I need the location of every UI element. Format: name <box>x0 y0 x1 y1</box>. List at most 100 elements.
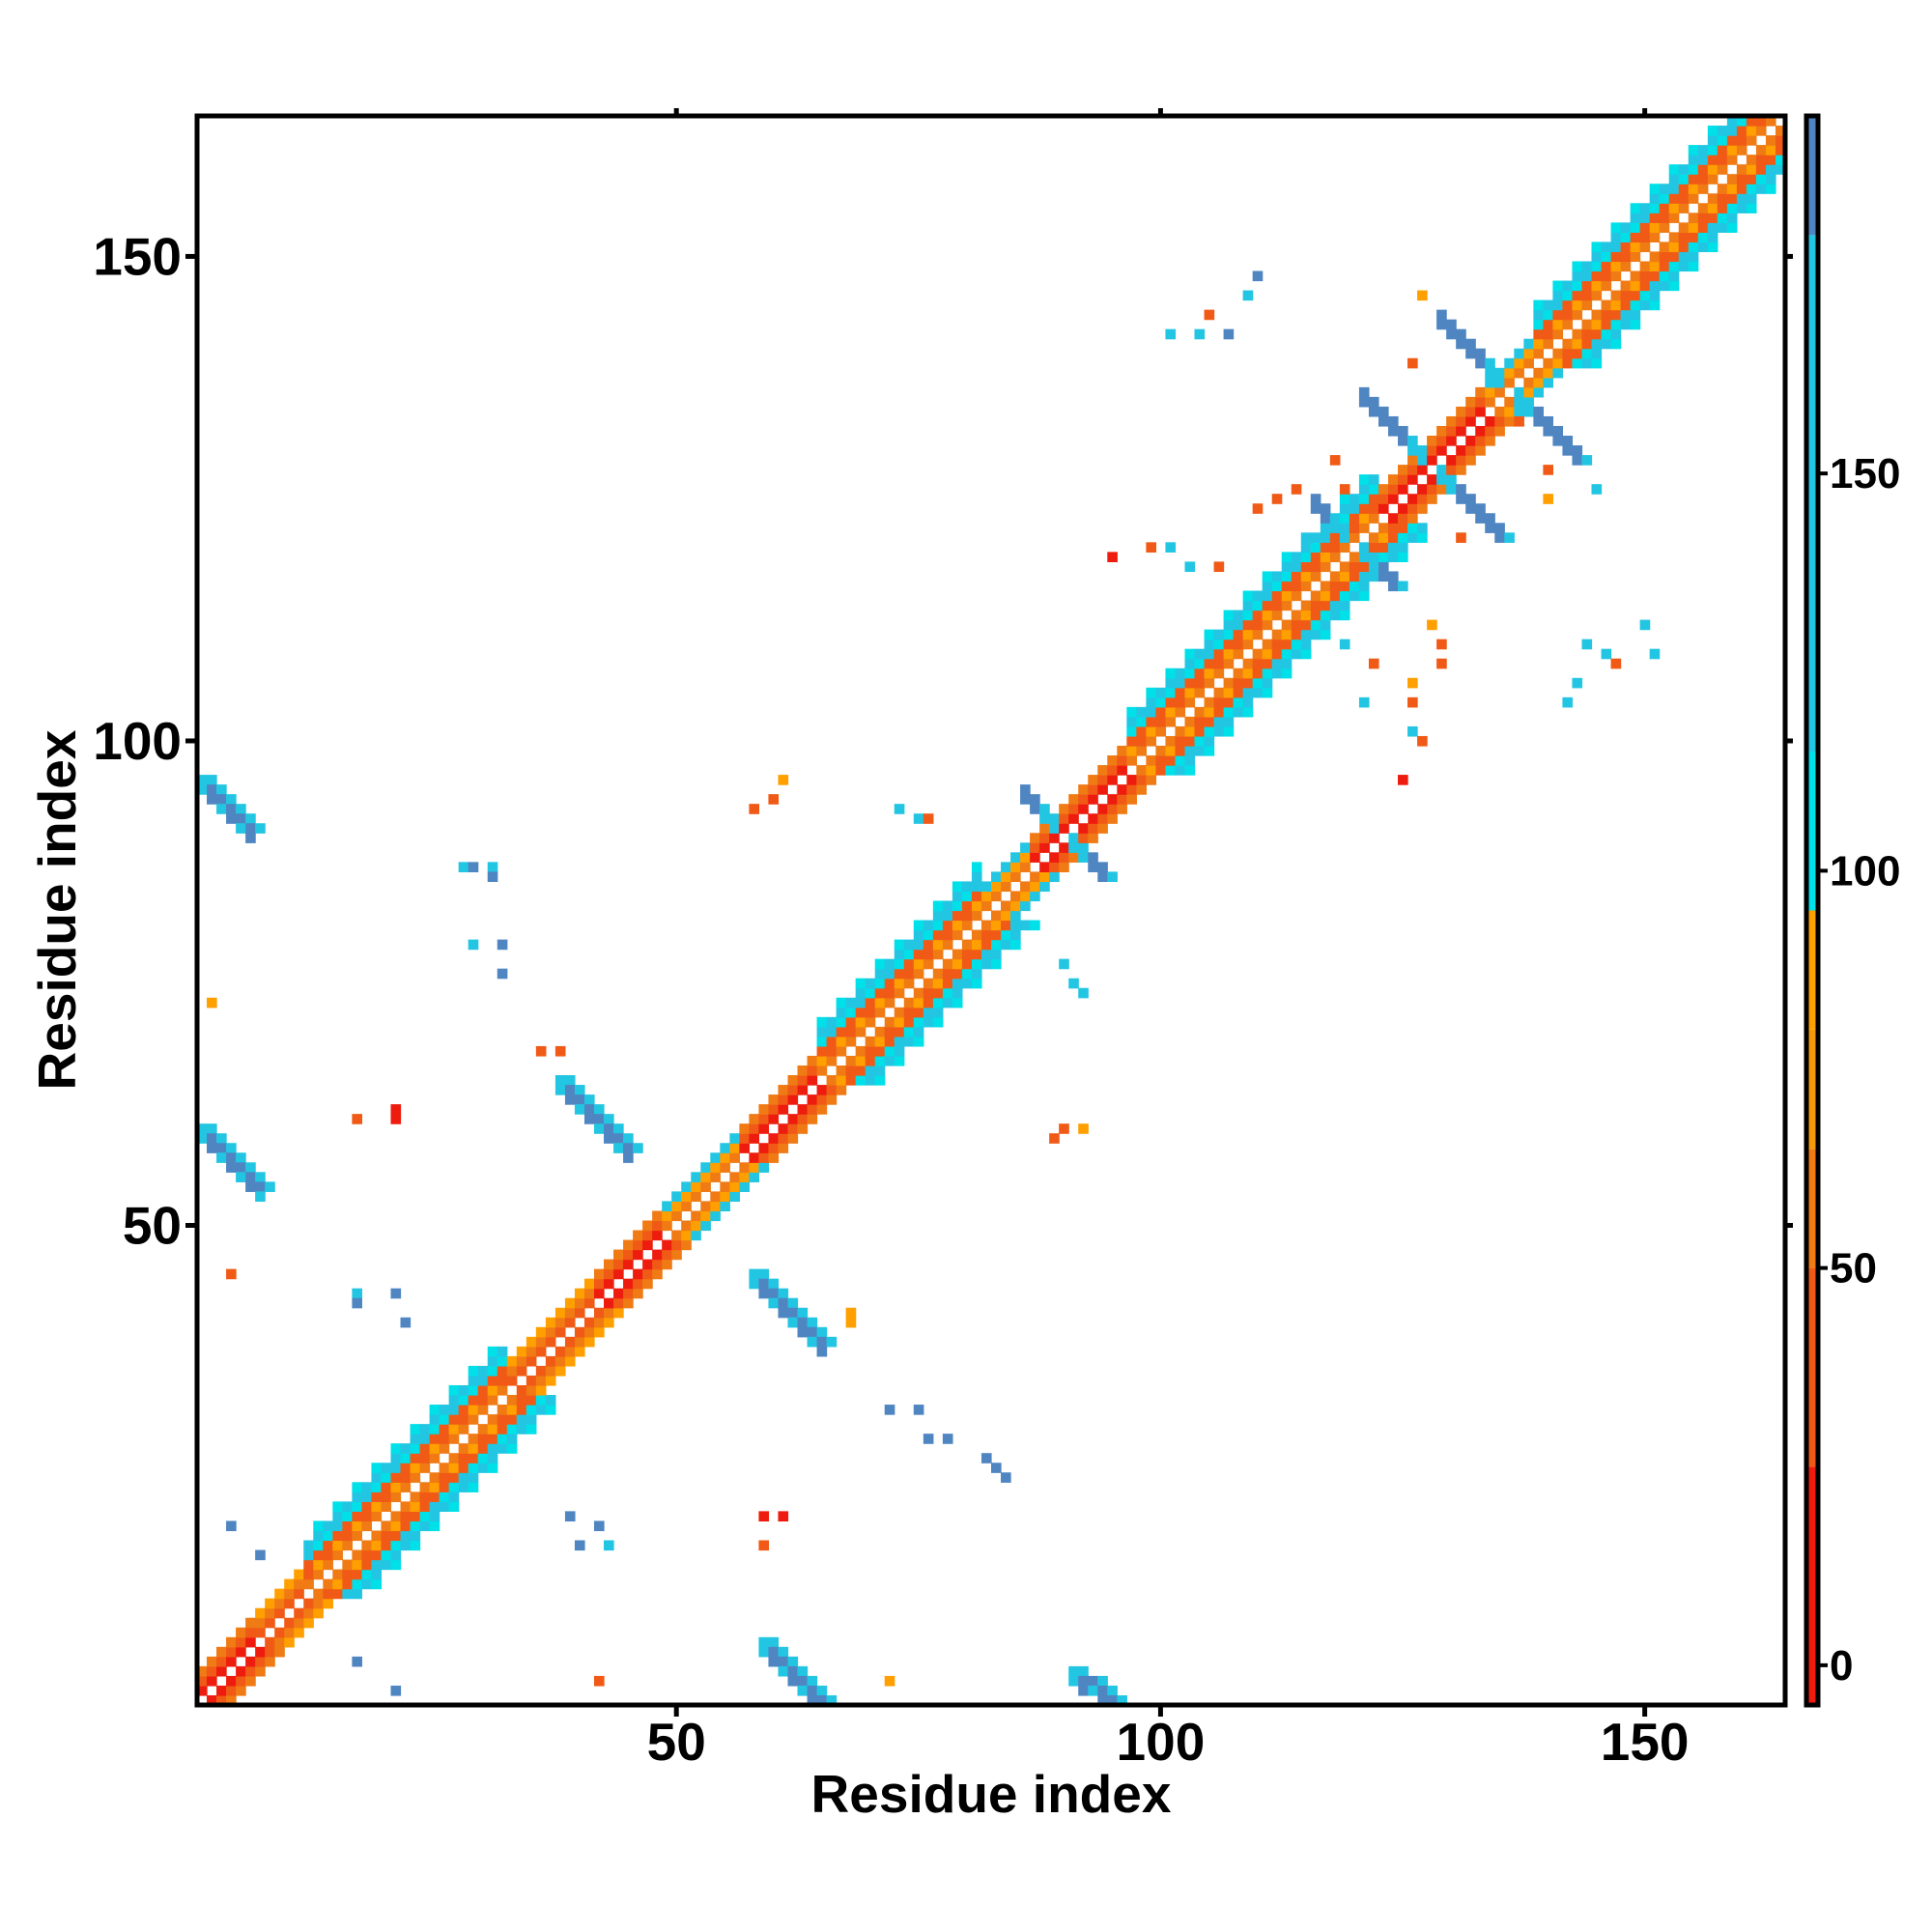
heatmap-cell <box>787 1085 799 1095</box>
heatmap-cell <box>845 1065 857 1076</box>
heatmap-cell <box>1688 145 1699 156</box>
heatmap-cell <box>197 1133 208 1144</box>
colorbar-band <box>1806 116 1818 236</box>
heatmap-cell <box>1088 775 1098 785</box>
heatmap-cell <box>284 1578 295 1590</box>
heatmap-cell <box>1233 687 1244 698</box>
heatmap-cell <box>865 987 876 999</box>
heatmap-cell <box>623 1288 634 1299</box>
heatmap-cell <box>1358 542 1370 553</box>
heatmap-cell <box>1329 455 1341 466</box>
heatmap-cell <box>884 997 895 1009</box>
heatmap-cell <box>1746 164 1757 175</box>
heatmap-cell <box>1107 1685 1118 1696</box>
heatmap-cell <box>236 1675 246 1687</box>
heatmap-cell <box>1107 775 1118 785</box>
heatmap-cell <box>506 1365 518 1377</box>
heatmap-cell <box>1591 484 1603 495</box>
heatmap-cell <box>681 1230 692 1241</box>
heatmap-cell <box>884 1045 895 1057</box>
heatmap-cell <box>1300 552 1312 562</box>
heatmap-cell <box>1194 745 1206 756</box>
heatmap-cell <box>758 1636 770 1648</box>
heatmap-cell <box>1339 503 1350 514</box>
heatmap-cell <box>1572 677 1583 689</box>
heatmap-cell <box>1262 619 1273 631</box>
heatmap-cell <box>700 1181 711 1192</box>
heatmap-cell <box>1630 242 1641 253</box>
heatmap-cell <box>1717 164 1728 175</box>
heatmap-cell <box>545 1405 556 1415</box>
heatmap-cell <box>1436 474 1447 485</box>
heatmap-cell <box>1020 862 1031 872</box>
heatmap-cell <box>1707 164 1719 175</box>
heatmap-cell <box>1184 725 1196 737</box>
heatmap-cell <box>633 1278 643 1290</box>
heatmap-cell <box>1726 155 1738 165</box>
heatmap-cell <box>1126 755 1137 766</box>
heatmap-cell <box>207 1143 217 1153</box>
heatmap-cell <box>913 958 924 970</box>
heatmap-cell <box>1281 571 1293 582</box>
heatmap-cell <box>865 1007 876 1018</box>
heatmap-cell <box>1184 765 1196 776</box>
heatmap-cell <box>1601 270 1612 282</box>
heatmap-cell <box>613 1259 624 1270</box>
heatmap-cell <box>836 997 847 1009</box>
heatmap-cell <box>758 1268 770 1280</box>
heatmap-cell <box>952 987 963 999</box>
heatmap-cell <box>1233 610 1244 621</box>
heatmap-cell <box>807 1065 818 1076</box>
heatmap-cell <box>1417 494 1428 504</box>
heatmap-cell <box>1678 232 1690 242</box>
heatmap-cell <box>1068 978 1079 989</box>
heatmap-cell <box>1271 639 1283 650</box>
heatmap-cell <box>971 871 982 883</box>
heatmap-cell <box>816 1694 828 1706</box>
heatmap-cell <box>1678 184 1690 194</box>
heatmap-cell <box>1059 958 1069 970</box>
colorbar-tick-label: 50 <box>1830 1245 1877 1293</box>
heatmap-cell <box>554 1085 566 1095</box>
heatmap-cell <box>768 1143 780 1153</box>
heatmap-cell <box>1368 494 1379 504</box>
heatmap-cell <box>1281 600 1293 611</box>
heatmap-cell <box>1262 571 1273 582</box>
heatmap-cell <box>1398 775 1408 785</box>
heatmap-cell <box>594 1675 605 1687</box>
heatmap-cell <box>1407 494 1418 504</box>
heatmap-cell <box>1020 794 1031 805</box>
heatmap-cell <box>361 1578 373 1590</box>
heatmap-cell <box>1659 261 1670 272</box>
heatmap-cell <box>1630 290 1641 301</box>
heatmap-cell <box>1688 193 1699 204</box>
heatmap-cell <box>1417 484 1428 495</box>
heatmap-cell <box>1601 242 1612 253</box>
heatmap-cell <box>487 1346 498 1357</box>
heatmap-cell <box>1291 619 1302 631</box>
heatmap-cell <box>1717 203 1728 213</box>
heatmap-cell <box>1088 833 1098 843</box>
heatmap-cell <box>1427 445 1437 456</box>
heatmap-cell <box>1572 270 1583 282</box>
heatmap-cell <box>1456 484 1466 495</box>
heatmap-cell <box>1271 610 1283 621</box>
heatmap-cell <box>884 987 895 999</box>
heatmap-cell <box>1436 425 1447 437</box>
heatmap-cell <box>1368 561 1379 573</box>
heatmap-cell <box>816 1085 828 1095</box>
heatmap-cell <box>1310 590 1321 602</box>
heatmap-cell <box>797 1075 809 1086</box>
heatmap-cell <box>662 1220 672 1232</box>
heatmap-cell <box>874 1026 886 1037</box>
heatmap-cell <box>1213 648 1225 660</box>
heatmap-cell <box>1465 503 1476 514</box>
heatmap-cell <box>1456 465 1466 475</box>
heatmap-cell <box>255 1646 266 1658</box>
heatmap-cell <box>487 1443 498 1454</box>
heatmap-cell <box>1271 600 1283 611</box>
heatmap-cell <box>1349 552 1360 562</box>
heatmap-cell <box>816 1016 828 1028</box>
heatmap-cell <box>1339 542 1350 553</box>
